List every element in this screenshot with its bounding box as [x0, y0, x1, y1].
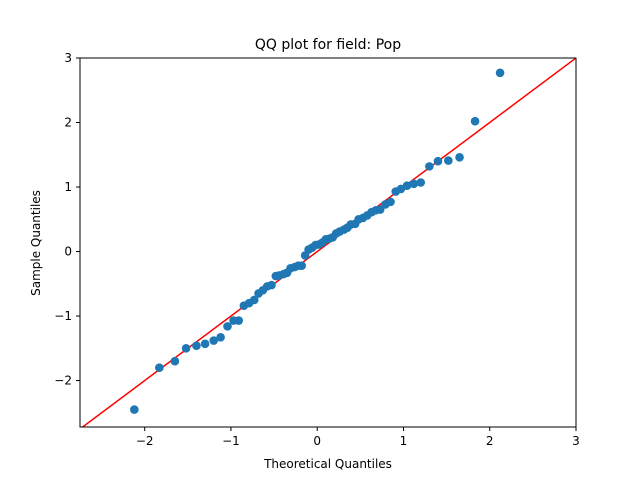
plot-frame: [79, 57, 577, 428]
y-axis-ticks: −2 −1 0 1 2 3: [54, 51, 80, 388]
data-point-1: [155, 363, 164, 372]
data-point-25: [297, 261, 306, 271]
data-point-58: [470, 116, 480, 126]
chart-title: QQ plot for field: Pop: [255, 37, 401, 53]
y-tick-label: 2: [64, 116, 72, 130]
data-point-53: [416, 178, 426, 187]
data-point-4: [192, 341, 201, 351]
data-point-57: [455, 153, 464, 162]
y-axis-label: Sample Quantiles: [29, 190, 43, 296]
data-point-5: [200, 339, 210, 349]
data-point-7: [216, 333, 225, 342]
x-tick-label: −1: [222, 434, 240, 448]
y-tick-label: 1: [64, 180, 72, 194]
data-point-56: [444, 156, 453, 165]
x-tick-label: 0: [313, 434, 321, 448]
data-point-48: [386, 197, 395, 207]
data-point-0: [130, 405, 139, 414]
data-point-3: [181, 343, 191, 353]
data-point-54: [425, 162, 434, 171]
x-tick-label: 1: [400, 434, 408, 448]
data-point-8: [223, 322, 232, 331]
y-tick-label: 3: [64, 51, 72, 65]
x-axis-ticks: −2 −1 0 1 2 3: [136, 427, 580, 448]
data-point-2: [170, 356, 180, 366]
points-layer: [130, 68, 505, 414]
x-tick-label: 2: [486, 434, 494, 448]
y-tick-label: −1: [54, 309, 72, 323]
x-tick-label: −2: [136, 434, 154, 448]
y-tick-label: −2: [54, 374, 72, 388]
data-point-17: [267, 280, 276, 290]
data-point-10: [234, 316, 244, 325]
x-tick-label: 3: [572, 434, 580, 448]
data-point-13: [249, 295, 259, 305]
data-point-51: [402, 181, 412, 191]
data-point-59: [495, 68, 505, 78]
data-point-55: [433, 156, 443, 166]
data-point-52: [409, 179, 419, 189]
y-tick-label: 0: [64, 245, 72, 259]
data-point-6: [209, 336, 219, 345]
x-axis-label: Theoretical Quantiles: [263, 457, 392, 471]
